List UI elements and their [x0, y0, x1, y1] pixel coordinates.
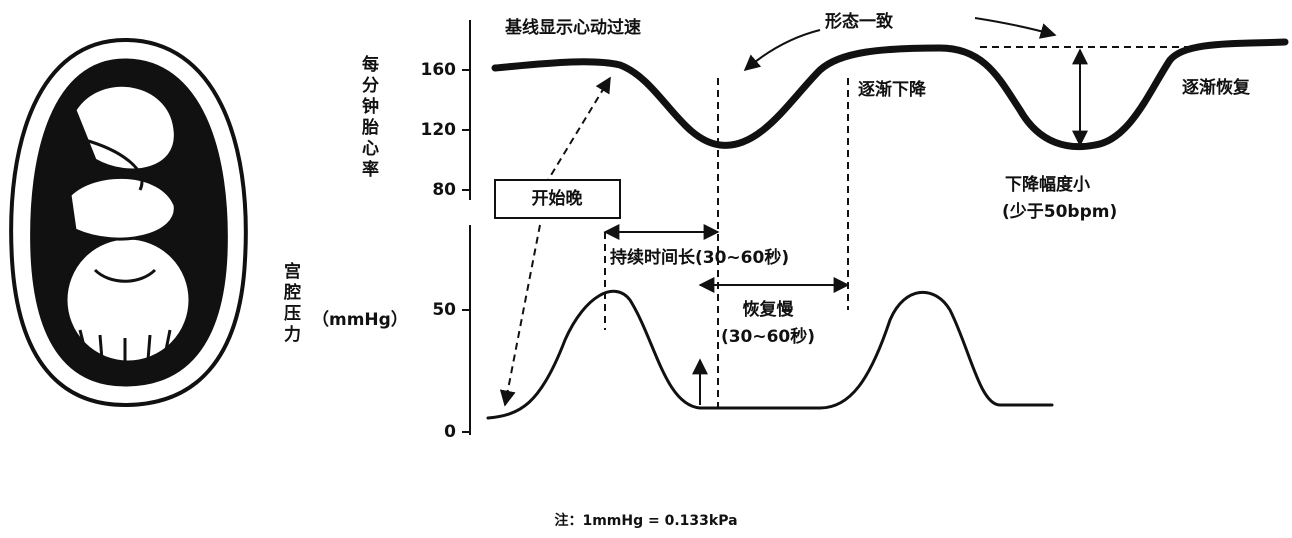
- label-box: [494, 179, 621, 219]
- arrow: [743, 29, 821, 72]
- annotation: 下降幅度小: [1005, 174, 1090, 195]
- footnote: 注：1mmHg = 0.133kPa: [554, 512, 737, 529]
- tick-label: 120: [421, 120, 457, 140]
- uc-curve: [486, 289, 1054, 420]
- annotation: 逐渐下降: [858, 79, 927, 100]
- annotation: (30~60秒): [721, 326, 815, 347]
- annotation: 基线显示心动过速: [504, 17, 641, 38]
- annotation: 持续时间长(30~60秒): [610, 247, 789, 268]
- fhr-curve: [491, 38, 1289, 151]
- annotation: (少于50bpm): [1002, 202, 1117, 222]
- fetus-illustration: [9, 37, 248, 408]
- axis-label: 宫腔压力: [280, 261, 302, 346]
- arrow: [544, 76, 611, 186]
- arrow: [499, 224, 541, 407]
- tick-label: 0: [444, 422, 456, 442]
- axis-unit: （mmHg）: [312, 309, 408, 330]
- annotation: 逐渐恢复: [1182, 77, 1251, 98]
- axis-label: 每分钟胎心率: [358, 54, 379, 181]
- tick-label: 50: [432, 300, 456, 320]
- annotation: 恢复慢: [743, 299, 795, 320]
- tick-label: 160: [421, 60, 457, 80]
- annotation: 开始晚: [532, 188, 583, 209]
- arrow: [974, 17, 1057, 39]
- annotation: 形态一致: [825, 11, 894, 32]
- tick-label: 80: [432, 180, 456, 200]
